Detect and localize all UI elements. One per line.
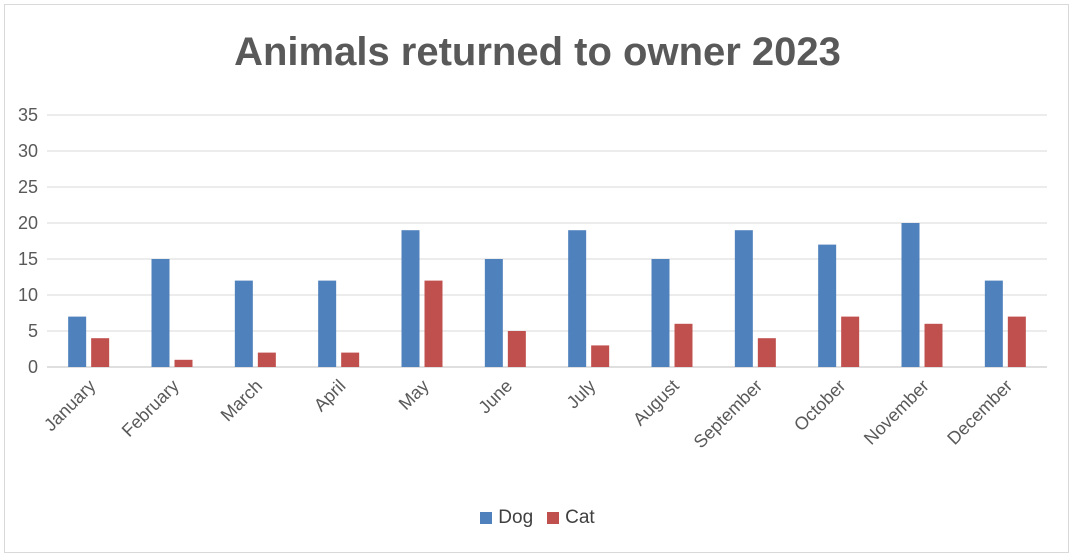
- gridlines: [47, 114, 1047, 368]
- x-tick-label: June: [474, 376, 516, 418]
- x-axis-tick-labels: January February March April May June July Augu…: [40, 376, 1016, 452]
- y-tick-label: 15: [18, 249, 38, 269]
- x-tick-label: July: [563, 376, 600, 413]
- y-tick-label: 0: [28, 357, 38, 377]
- y-axis-tick-labels: 0 5 10 15 20 25 30 35: [18, 105, 38, 377]
- bar-dog-march: [234, 280, 253, 367]
- bar-dog-october: [818, 244, 837, 367]
- x-tick-label: February: [118, 376, 183, 441]
- y-tick-label: 35: [18, 105, 38, 125]
- bar-cat-january: [91, 338, 110, 367]
- legend-swatch-dog: [480, 512, 493, 524]
- bar-dog-september: [734, 230, 753, 367]
- bar-dog-december: [984, 280, 1003, 367]
- y-tick-label: 10: [18, 285, 38, 305]
- bar-cat-november: [924, 323, 943, 367]
- x-tick-label: May: [395, 376, 433, 414]
- bar-dog-november: [901, 223, 920, 367]
- y-tick-label: 30: [18, 141, 38, 161]
- bar-cat-september: [757, 338, 776, 367]
- bar-cat-july: [591, 345, 610, 367]
- x-tick-label: August: [629, 376, 683, 430]
- bar-cat-june: [507, 331, 526, 367]
- y-tick-label: 25: [18, 177, 38, 197]
- legend: Dog Cat: [0, 507, 1075, 529]
- x-tick-label: March: [217, 376, 267, 426]
- chart-frame: [4, 4, 1069, 553]
- bar-cat-february: [174, 359, 193, 367]
- bar-dog-june: [484, 259, 503, 367]
- bar-cat-may: [424, 280, 443, 367]
- legend-swatch-cat: [547, 512, 560, 524]
- bar-cat-march: [257, 352, 276, 367]
- chart-title: Animals returned to owner 2023: [234, 30, 841, 74]
- y-tick-label: 20: [18, 213, 38, 233]
- legend-item-dog: Dog: [480, 507, 533, 529]
- x-tick-label: January: [40, 376, 99, 435]
- bar-cat-april: [341, 352, 360, 367]
- bar-cat-december: [1007, 316, 1026, 367]
- legend-label-dog: Dog: [498, 507, 534, 528]
- bar-dog-january: [68, 316, 87, 367]
- bar-dog-april: [318, 280, 337, 367]
- legend-item-cat: Cat: [547, 507, 595, 529]
- bar-dog-may: [401, 230, 420, 367]
- x-tick-label: December: [943, 376, 1016, 449]
- x-tick-label: September: [690, 376, 766, 452]
- x-tick-label: November: [860, 376, 933, 449]
- bar-dog-august: [651, 259, 670, 367]
- bars: [68, 223, 1026, 367]
- bar-dog-july: [568, 230, 587, 367]
- x-tick-label: April: [310, 376, 350, 416]
- bar-cat-august: [674, 323, 693, 367]
- x-tick-label: October: [790, 376, 849, 435]
- bar-cat-october: [841, 316, 860, 367]
- y-tick-label: 5: [28, 321, 38, 341]
- bar-dog-february: [151, 259, 170, 367]
- legend-label-cat: Cat: [565, 507, 595, 528]
